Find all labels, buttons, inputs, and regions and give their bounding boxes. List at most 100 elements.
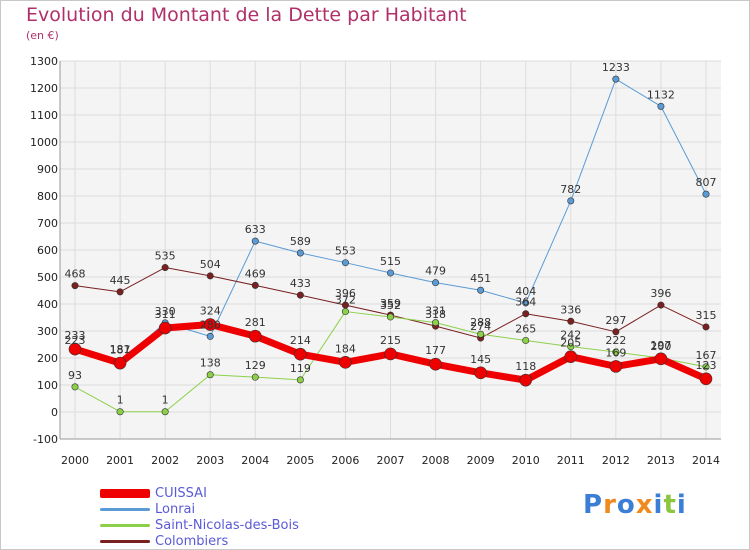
data-label: 1132 [647, 88, 675, 101]
data-point [251, 281, 259, 289]
logo-letter: i [653, 490, 664, 520]
data-point [251, 373, 259, 381]
data-labels: 2231873302806335895535154794514047821233… [65, 61, 717, 407]
data-label: 324 [200, 305, 221, 318]
data-point [699, 372, 713, 386]
data-point [654, 352, 668, 366]
data-label: 359 [380, 297, 401, 310]
y-tick-label: 900 [37, 163, 58, 176]
data-label: 118 [515, 360, 536, 373]
logo-letter: t [663, 490, 677, 520]
data-label: 184 [335, 342, 356, 355]
data-point [158, 321, 172, 335]
x-tick-label: 2005 [286, 454, 314, 467]
data-label: 553 [335, 245, 356, 258]
data-point [71, 282, 79, 290]
data-point [477, 286, 485, 294]
data-label: 1 [162, 394, 169, 407]
legend-label: CUISSAI [155, 486, 207, 501]
data-point [609, 360, 623, 373]
data-point [294, 347, 307, 361]
data-point [206, 332, 214, 340]
legend-label: Saint-Nicolas-des-Bois [155, 518, 299, 533]
data-point [612, 348, 620, 356]
logo-letter: o [616, 490, 636, 520]
data-point [339, 356, 352, 369]
x-tick-label: 2001 [106, 454, 134, 467]
legend-swatch [100, 540, 150, 543]
data-point [113, 356, 127, 370]
x-tick-label: 2007 [377, 454, 405, 467]
y-tick-label: 1100 [30, 109, 58, 122]
data-label: 233 [65, 329, 86, 342]
data-label: 404 [515, 285, 536, 298]
logo-letter: r [603, 490, 617, 520]
data-point [341, 259, 349, 267]
data-label: 215 [380, 334, 401, 347]
x-tick-label: 2014 [692, 454, 720, 467]
data-point [206, 371, 214, 379]
data-label: 200 [650, 340, 671, 353]
x-tick-label: 2002 [151, 454, 179, 467]
y-tick-label: 800 [37, 190, 58, 203]
legend-swatch [100, 508, 150, 511]
data-point [116, 408, 124, 416]
data-point [567, 343, 575, 351]
y-tick-label: 200 [37, 352, 58, 365]
data-label: 187 [110, 344, 131, 357]
data-label: 318 [425, 308, 446, 321]
legend-swatch [100, 524, 150, 527]
legend-label: Lonrai [155, 502, 196, 517]
data-label: 807 [696, 176, 717, 189]
data-point [657, 102, 665, 110]
data-label: 129 [245, 359, 266, 372]
y-tick-label: 400 [37, 298, 58, 311]
data-label: 445 [110, 274, 131, 287]
data-label: 315 [696, 309, 717, 322]
data-label: 167 [696, 349, 717, 362]
legend-swatch [100, 489, 150, 498]
data-label: 265 [515, 322, 536, 335]
data-label: 181 [110, 343, 131, 356]
data-label: 535 [155, 250, 176, 263]
chart-title: Evolution du Montant de la Dette par Hab… [26, 4, 467, 26]
data-label: 330 [155, 305, 176, 318]
data-label: 469 [245, 267, 266, 280]
data-label: 364 [515, 296, 536, 309]
data-label: 336 [560, 303, 581, 316]
x-tick-label: 2012 [602, 454, 630, 467]
data-label: 280 [200, 318, 221, 331]
data-label: 177 [425, 344, 446, 357]
data-point [657, 301, 665, 309]
data-point [251, 237, 259, 245]
data-point [612, 75, 620, 83]
data-label: 119 [290, 362, 311, 375]
data-label: 197 [650, 339, 671, 352]
data-point [341, 308, 349, 316]
data-label: 274 [470, 320, 491, 333]
data-label: 515 [380, 255, 401, 268]
data-label: 222 [605, 334, 626, 347]
data-point [161, 264, 169, 272]
data-label: 242 [560, 329, 581, 342]
data-label: 311 [155, 308, 176, 321]
data-label: 479 [425, 265, 446, 278]
grid-lines [60, 60, 721, 440]
y-tick-label: 1000 [30, 136, 58, 149]
data-point [702, 190, 710, 198]
x-tick-label: 2008 [422, 454, 450, 467]
data-label: 214 [290, 334, 311, 347]
data-label: 297 [605, 314, 626, 327]
data-label: 396 [650, 287, 671, 300]
data-point [296, 291, 304, 299]
x-tick-label: 2006 [331, 454, 359, 467]
x-tick-label: 2003 [196, 454, 224, 467]
data-point [522, 310, 530, 318]
y-tick-label: 100 [37, 379, 58, 392]
data-label: 451 [470, 272, 491, 285]
data-label: 352 [380, 299, 401, 312]
data-label: 205 [560, 337, 581, 350]
y-tick-label: -100 [33, 433, 58, 446]
x-tick-label: 2010 [512, 454, 540, 467]
